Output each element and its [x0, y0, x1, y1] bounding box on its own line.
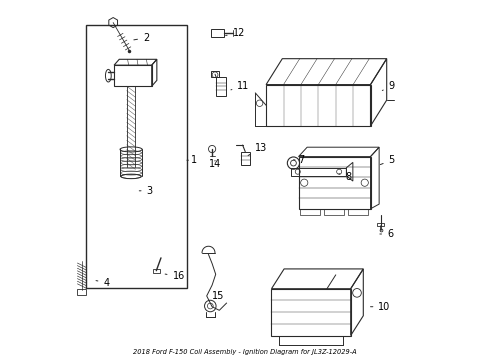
Bar	[376, 223, 383, 226]
Bar	[265, 85, 370, 126]
Text: 12: 12	[225, 28, 244, 38]
Bar	[299, 209, 320, 215]
Text: 16: 16	[165, 271, 184, 282]
Bar	[323, 209, 344, 215]
Text: 11: 11	[230, 81, 249, 91]
Text: 14: 14	[208, 159, 221, 169]
Bar	[211, 29, 224, 37]
Bar	[114, 65, 151, 86]
Text: 5: 5	[380, 155, 394, 165]
Bar	[347, 209, 367, 215]
Text: 3: 3	[139, 186, 152, 196]
Text: 9: 9	[382, 81, 394, 91]
Bar	[86, 25, 186, 288]
Text: 4: 4	[96, 278, 109, 288]
Bar	[152, 269, 160, 273]
Bar	[290, 168, 346, 176]
Text: 2: 2	[134, 33, 149, 43]
Bar	[241, 152, 249, 165]
Text: 15: 15	[212, 291, 224, 301]
Text: 2018 Ford F-150 Coil Assembly - Ignition Diagram for JL3Z-12029-A: 2018 Ford F-150 Coil Assembly - Ignition…	[132, 348, 356, 355]
Text: 8: 8	[338, 172, 351, 182]
Bar	[271, 289, 350, 336]
Bar	[211, 71, 219, 77]
Bar	[216, 77, 225, 96]
Text: 13: 13	[247, 143, 267, 156]
Text: 7: 7	[293, 155, 304, 165]
Text: 6: 6	[379, 229, 392, 239]
Bar	[298, 157, 370, 209]
Text: 10: 10	[370, 302, 390, 312]
Bar	[77, 289, 86, 295]
Text: 1: 1	[186, 155, 197, 165]
